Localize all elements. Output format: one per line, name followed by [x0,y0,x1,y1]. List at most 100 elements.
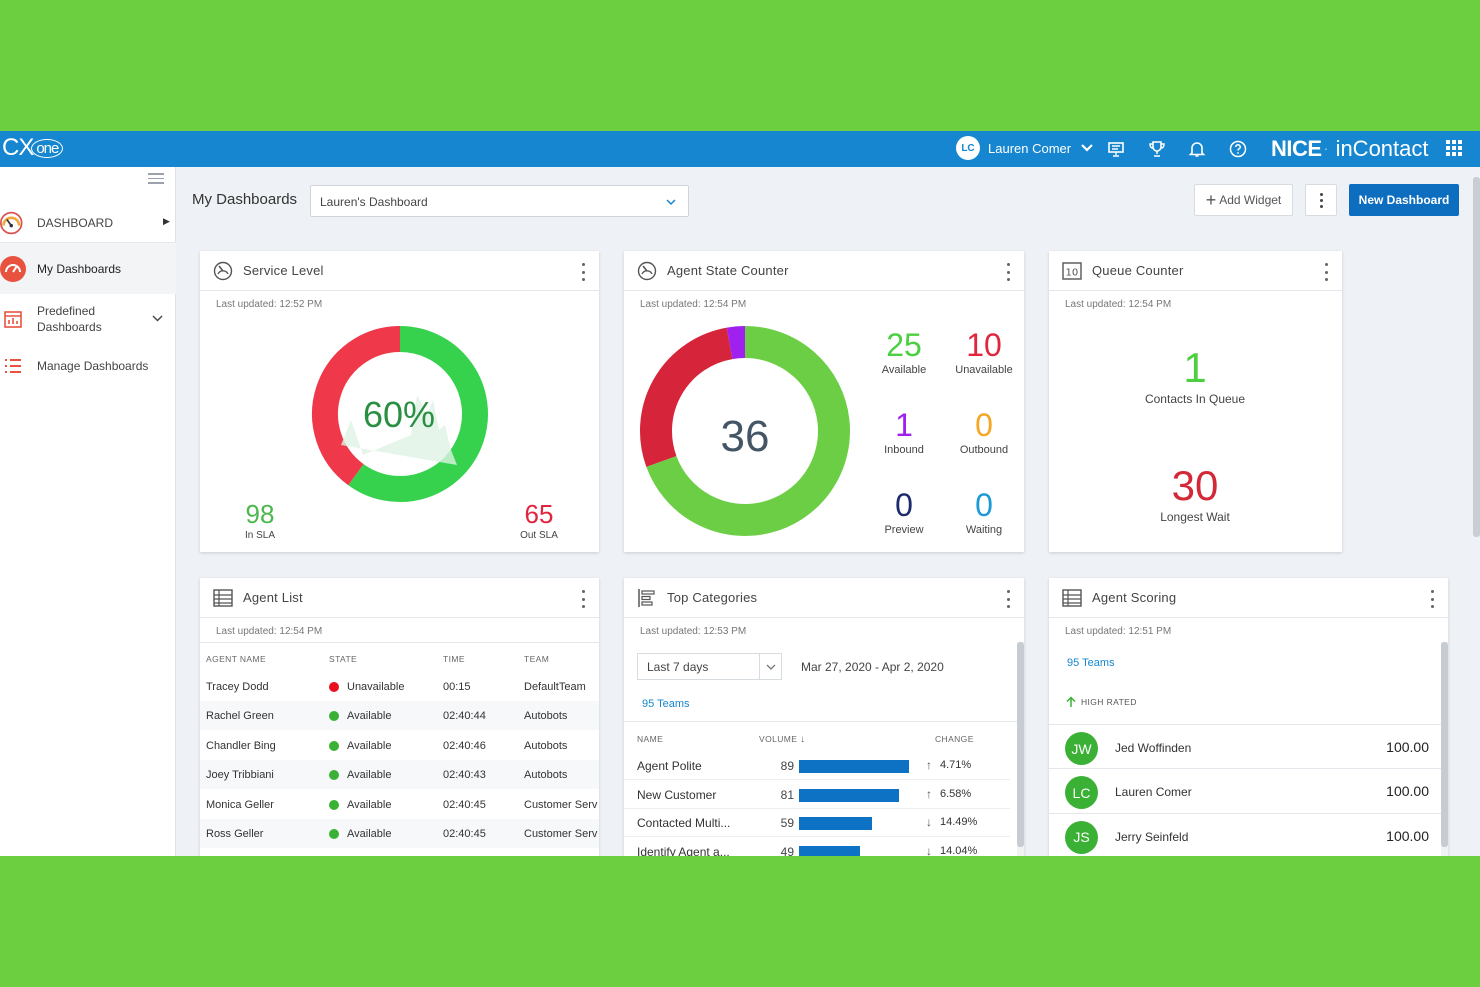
table-icon [213,588,233,608]
table-row[interactable]: Joey Tribbiani Available 02:40:43 Autobots [200,760,599,790]
contacts-in-queue-stat: 1 Contacts In Queue [1144,344,1246,407]
agent-scoring-widget: Agent Scoring Last updated: 12:51 PM 95 … [1049,578,1448,856]
arrow-down-icon: ↓ [926,815,932,830]
add-widget-button[interactable]: + Add Widget [1194,184,1293,216]
column-header-volume[interactable]: VOLUME ↓ [759,734,806,745]
teams-link[interactable]: 95 Teams [1067,657,1115,669]
avatar: LC [1065,776,1098,810]
column-header-agent-name[interactable]: AGENT NAME [206,654,267,664]
scroll-thumb[interactable] [1441,642,1448,847]
stat-outbound: 0 Outbound [959,407,1009,456]
agent-state-counter-widget: Agent State Counter Last updated: 12:54 … [624,251,1024,552]
volume-bar [799,760,909,773]
column-header-time[interactable]: TIME [443,654,465,664]
state-dot-icon [329,740,339,751]
category-volume: 89 [780,759,794,773]
score-row[interactable]: JS Jerry Seinfeld 100.00 [1049,812,1441,856]
category-row[interactable]: Identify Agent a... 49 ↓ 14.04% [624,838,1010,856]
agent-state: Available [347,828,392,840]
volume-bar [799,846,860,856]
avatar: JW [1065,732,1098,765]
help-icon[interactable] [1227,138,1249,160]
category-name: Agent Polite [637,759,702,773]
column-header-name[interactable]: NAME [637,734,664,744]
table-row[interactable]: Chandler Bing Available 02:40:46 Autobots [200,731,599,760]
sidebar-label-predefined: Predefined Dashboards [37,304,102,334]
segment-available [646,326,850,536]
apps-grid-icon[interactable] [1446,140,1462,156]
teams-link[interactable]: 95 Teams [642,698,690,710]
sidebar: DASHBOARD ▶ My Dashboards Predefined Dash… [0,167,176,856]
page-scrollbar[interactable] [1473,167,1480,856]
card-menu-icon[interactable] [1320,263,1332,281]
arrow-up-icon [1066,696,1076,707]
trophy-icon[interactable] [1146,138,1168,160]
cxone-logo[interactable]: CX one [2,134,64,162]
segment-unavailable [640,327,733,467]
arrow-up-icon: ↑ [926,786,932,801]
in-sla-stat: 98 In SLA [244,499,276,541]
page-scroll-thumb[interactable] [1473,177,1480,537]
top-categories-scrollbar[interactable] [1017,642,1024,856]
svg-text:10: 10 [1066,267,1079,278]
arrow-up-icon: ↑ [926,758,932,772]
agent-name: Joey Tribbiani [206,769,274,782]
agent-state: Available [347,769,392,782]
scroll-thumb[interactable] [1017,642,1024,847]
speedometer-outline-icon [213,261,233,281]
category-row[interactable]: Contacted Multi... 59 ↓ 14.49% [624,809,1010,838]
category-name: Contacted Multi... [637,816,731,831]
more-options-button[interactable] [1305,184,1337,216]
score-row[interactable]: JW Jed Woffinden 100.00 [1049,724,1441,768]
column-header-change[interactable]: CHANGE [935,734,974,744]
card-header: 10 Queue Counter [1049,251,1342,291]
card-menu-icon[interactable] [1426,590,1438,608]
agent-scoring-scrollbar[interactable] [1441,642,1448,856]
date-range-select[interactable]: Last 7 days [637,653,782,680]
card-menu-icon[interactable] [577,590,589,608]
category-change: 4.71% [940,759,972,771]
score-row[interactable]: LC Lauren Comer 100.00 [1049,768,1441,812]
new-dashboard-button[interactable]: New Dashboard [1349,184,1459,216]
collapse-sidebar-icon[interactable] [148,173,164,185]
table-row[interactable]: Tracey Dodd Unavailable 00:15 DefaultTeam [200,672,599,701]
table-row[interactable]: Monica Geller Available 02:40:45 Customer S… [200,790,599,819]
column-header-state[interactable]: STATE [329,654,358,664]
service-level-percent: 60% [362,394,436,435]
dashboard-select[interactable]: Lauren's Dashboard [310,185,689,217]
table-row[interactable]: Ross Geller Available 02:40:45 Customer Ser… [200,819,599,848]
state-dot-icon [329,682,339,692]
card-menu-icon[interactable] [1002,590,1014,608]
bell-icon[interactable] [1186,138,1208,160]
card-title: Agent Scoring [1092,590,1177,605]
category-row[interactable]: Agent Polite 89 ↑ 4.71% [624,752,1010,780]
sort-down-icon: ↓ [800,734,806,745]
agent-team: Autobots [524,769,568,782]
state-dot-icon [329,770,339,781]
category-name: Identify Agent a... [637,845,730,856]
sidebar-item-predefined-dashboards[interactable]: Predefined Dashboards [0,294,176,344]
agent-name: Ross Geller [206,828,264,840]
agent-score: 100.00 [1386,827,1429,844]
sidebar-item-manage-dashboards[interactable]: Manage Dashboards [0,344,176,388]
out-sla-arc [312,326,401,486]
card-menu-icon[interactable] [1002,263,1014,281]
card-header: Agent State Counter [624,251,1024,291]
user-menu[interactable]: LC Lauren Comer [956,136,1093,160]
column-header-team[interactable]: TEAM [524,654,550,664]
table-icon [1062,588,1082,608]
presentation-icon[interactable] [1105,138,1127,160]
card-menu-icon[interactable] [577,263,589,281]
sidebar-item-my-dashboards[interactable]: My Dashboards [0,243,176,294]
stat-inbound: 1 Inbound [884,407,924,456]
agent-state-donut [640,326,850,536]
caret-right-icon: ▶ [163,216,170,226]
agent-time: 02:40:45 [443,828,486,840]
chevron-down-icon[interactable] [152,315,163,322]
table-row[interactable]: Rachel Green Available 02:40:44 Autobots [200,701,599,731]
add-widget-label: Add Widget [1219,193,1282,207]
chevron-down-icon [1081,144,1093,152]
category-row[interactable]: New Customer 81 ↑ 6.58% [624,781,1010,809]
sidebar-item-dashboard[interactable]: DASHBOARD ▶ [0,203,176,243]
agent-team: Customer Serv [524,828,598,840]
